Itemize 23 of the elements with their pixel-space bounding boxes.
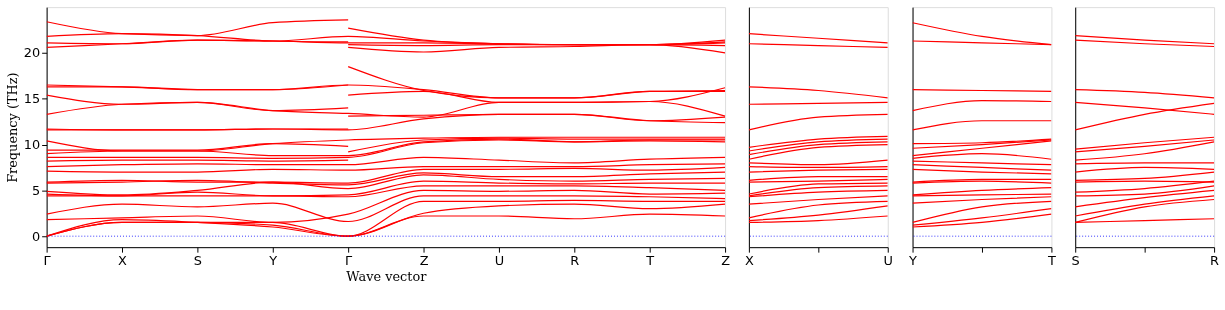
y-tick-label: 20 [23,45,41,61]
x-tick-label: U [494,252,505,268]
x-tick-label: Y [268,252,278,268]
x-tick-label: T [1046,252,1056,268]
x-tick-label: X [118,252,128,268]
y-tick-label: 15 [23,91,41,107]
x-tick-label: U [883,252,893,268]
x-tick-label: Γ [43,252,52,268]
x-tick-label: S [193,252,202,268]
x-tick-label: X [744,252,754,268]
x-tick-label: R [570,252,580,268]
y-axis-title: Frequency (THz) [4,72,20,183]
x-tick-label: Z [721,252,731,268]
y-tick-label: 10 [23,137,41,153]
x-tick-label: Y [908,252,918,268]
y-tick-label: 5 [31,182,41,198]
x-tick-label: T [645,252,655,268]
x-tick-label: R [1210,252,1220,268]
x-tick-label: S [1071,252,1080,268]
x-tick-label: Z [419,252,429,268]
y-tick-label: 0 [31,228,41,244]
x-tick-label: Γ [345,252,354,268]
x-axis-title: Wave vector [346,269,428,285]
